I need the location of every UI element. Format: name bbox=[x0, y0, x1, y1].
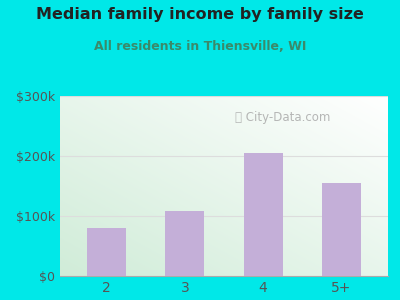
Bar bbox=[166, 211, 204, 276]
Bar bbox=[244, 153, 282, 276]
Bar bbox=[87, 228, 126, 276]
Text: All residents in Thiensville, WI: All residents in Thiensville, WI bbox=[94, 40, 306, 53]
Bar bbox=[322, 183, 361, 276]
Text: ⓘ City-Data.com: ⓘ City-Data.com bbox=[235, 111, 331, 124]
Text: Median family income by family size: Median family income by family size bbox=[36, 8, 364, 22]
